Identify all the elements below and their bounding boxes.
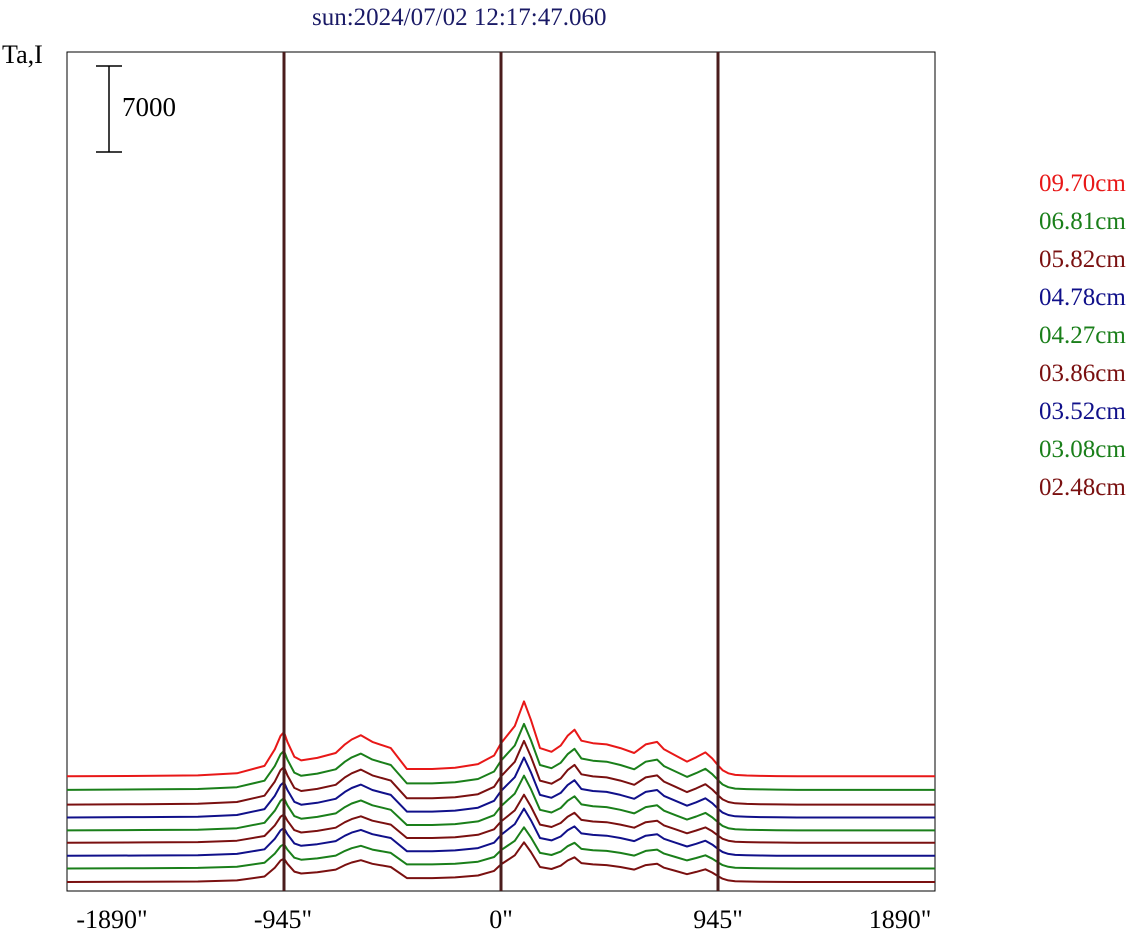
series-layer xyxy=(66,700,935,883)
legend-item: 06.81cm xyxy=(1039,208,1126,235)
series-line-03.86cm xyxy=(66,793,935,844)
x-tick-label: -945" xyxy=(253,905,313,934)
series-line-04.27cm xyxy=(66,774,935,832)
x-tick-label: 0" xyxy=(489,905,513,934)
x-tick-label: 945" xyxy=(693,905,743,934)
legend-item: 03.08cm xyxy=(1039,436,1126,463)
chart-title: sun:2024/07/02 12:17:47.060 xyxy=(312,4,607,31)
scale-bar xyxy=(96,65,122,153)
y-axis-label: Ta,I xyxy=(2,40,43,69)
series-line-02.48cm xyxy=(66,841,935,883)
legend-item: 03.52cm xyxy=(1039,398,1126,425)
legend-item: 05.82cm xyxy=(1039,246,1126,273)
legend-item: 09.70cm xyxy=(1039,170,1126,197)
series-line-04.78cm xyxy=(66,756,935,819)
legend-item: 04.78cm xyxy=(1039,284,1126,311)
legend-item: 03.86cm xyxy=(1039,360,1126,387)
vertical-lines xyxy=(282,52,720,891)
series-line-09.70cm xyxy=(66,700,935,778)
x-tick-label: 1890" xyxy=(868,905,932,934)
series-line-06.81cm xyxy=(66,722,935,791)
legend-item: 04.27cm xyxy=(1039,322,1126,349)
series-line-03.52cm xyxy=(66,807,935,857)
series-line-05.82cm xyxy=(66,739,935,806)
scale-bar-label: 7000 xyxy=(122,92,176,122)
x-tick-label: -1890" xyxy=(76,905,148,934)
series-line-03.08cm xyxy=(66,826,935,870)
legend-item: 02.48cm xyxy=(1039,474,1126,501)
